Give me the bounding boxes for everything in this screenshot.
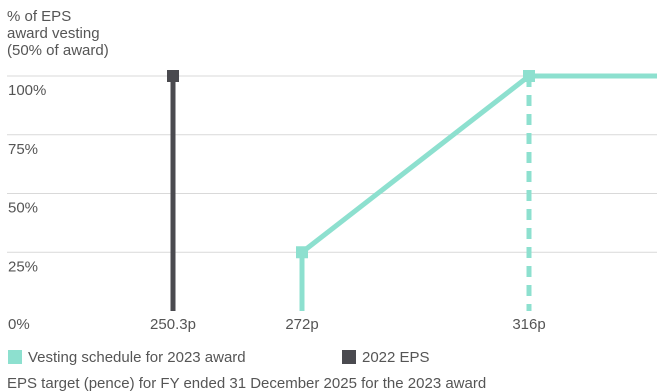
legend-label-vesting-schedule: Vesting schedule for 2023 award — [28, 349, 246, 366]
vesting-marker-threshold — [296, 246, 308, 259]
legend: Vesting schedule for 2023 award 2022 EPS — [8, 349, 430, 366]
legend-label-2022-eps: 2022 EPS — [362, 349, 430, 366]
x-tick-labels: 250.3p 272p 316p — [150, 316, 546, 333]
legend-swatch-vesting-schedule — [8, 350, 22, 364]
y-tick-label: 0% — [8, 316, 30, 333]
y-tick-label: 50% — [8, 200, 38, 217]
vesting-schedule-line — [300, 73, 657, 255]
y-axis-label-line-1: % of EPS — [7, 8, 71, 25]
legend-swatch-2022-eps — [342, 350, 356, 364]
x-axis-label: EPS target (pence) for FY ended 31 Decem… — [7, 375, 486, 392]
eps-2022-marker — [167, 70, 179, 82]
y-tick-label: 75% — [8, 141, 38, 158]
y-tick-label: 100% — [8, 82, 46, 99]
x-tick-label: 250.3p — [150, 316, 196, 333]
vesting-marker-maximum — [523, 70, 535, 82]
y-axis-label-line-3: (50% of award) — [7, 42, 109, 59]
y-axis-label: % of EPS award vesting (50% of award) — [7, 8, 109, 59]
y-tick-labels: 0% 25% 50% 75% 100% — [8, 82, 46, 333]
y-axis-label-line-2: award vesting — [7, 25, 100, 42]
x-tick-label: 316p — [512, 316, 545, 333]
y-tick-label: 25% — [8, 258, 38, 275]
x-tick-label: 272p — [285, 316, 318, 333]
series-layer — [167, 70, 657, 311]
